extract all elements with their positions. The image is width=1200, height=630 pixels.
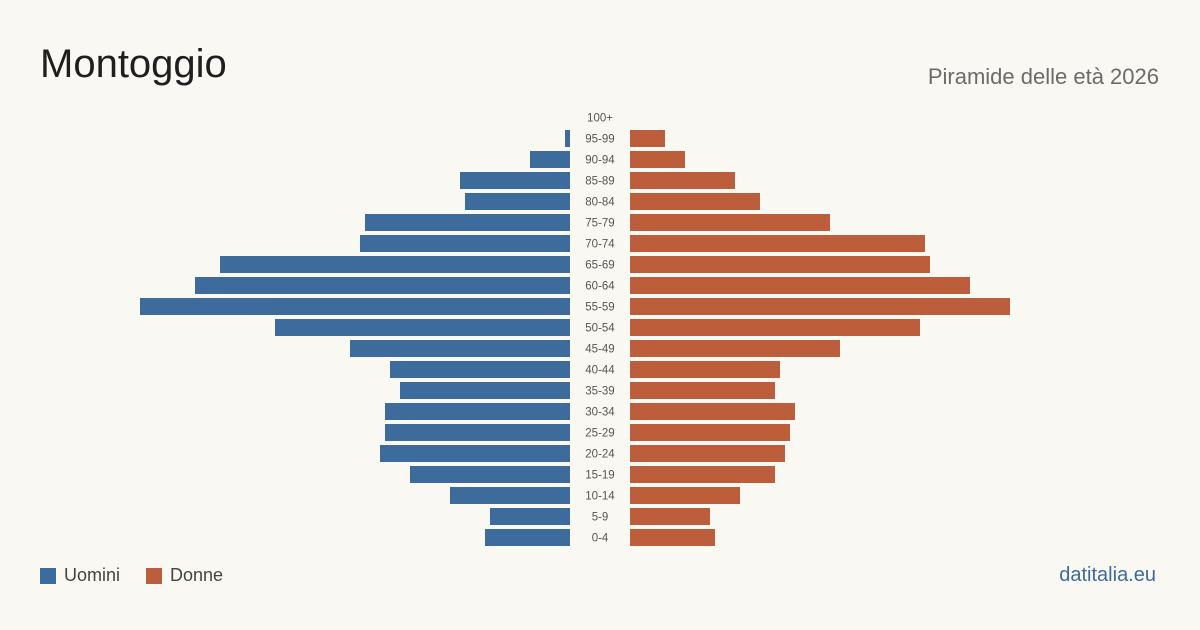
bar-women xyxy=(630,298,1010,315)
age-label: 20-24 xyxy=(585,449,615,461)
bar-men xyxy=(565,130,570,147)
chart-subtitle: Piramide delle età 2026 xyxy=(927,64,1159,89)
bar-women xyxy=(630,466,775,483)
bar-men xyxy=(140,298,570,315)
brand-link[interactable]: datitalia.eu xyxy=(1059,564,1156,586)
bar-men xyxy=(390,361,570,378)
bar-women xyxy=(630,340,840,357)
bar-men xyxy=(350,340,570,357)
age-label: 0-4 xyxy=(592,533,609,545)
bar-women xyxy=(630,445,785,462)
age-label: 65-69 xyxy=(585,260,614,272)
age-label: 80-84 xyxy=(585,197,615,209)
age-label: 45-49 xyxy=(585,344,614,356)
age-label: 10-14 xyxy=(585,491,615,503)
bar-men xyxy=(490,508,570,525)
bar-women xyxy=(630,151,685,168)
age-label: 5-9 xyxy=(592,512,609,524)
bar-men xyxy=(450,487,570,504)
age-label: 85-89 xyxy=(585,176,614,188)
chart-title: Montoggio xyxy=(40,42,227,86)
bar-women xyxy=(630,319,920,336)
bar-men xyxy=(380,445,570,462)
bar-men xyxy=(465,193,570,210)
age-label: 70-74 xyxy=(585,239,615,251)
bar-men xyxy=(410,466,570,483)
age-label: 60-64 xyxy=(585,281,615,293)
legend-swatch-men xyxy=(40,567,56,584)
bar-women xyxy=(630,487,740,504)
bar-women xyxy=(630,172,735,189)
bar-men xyxy=(460,172,570,189)
age-label: 30-34 xyxy=(585,407,615,419)
bar-women xyxy=(630,424,790,441)
bar-men xyxy=(195,277,570,294)
bar-women xyxy=(630,529,715,546)
legend-label-women: Donne xyxy=(170,565,224,585)
bar-men xyxy=(485,529,570,546)
age-label: 15-19 xyxy=(585,470,614,482)
bar-women xyxy=(630,256,930,273)
bar-women xyxy=(630,403,795,420)
bar-women xyxy=(630,508,710,525)
bar-men xyxy=(360,235,570,252)
legend-swatch-women xyxy=(146,567,163,584)
legend: Uomini Donne xyxy=(40,565,249,586)
bar-men xyxy=(530,151,570,168)
legend-label-men: Uomini xyxy=(64,565,121,585)
legend-item-men: Uomini xyxy=(40,565,120,586)
age-label: 50-54 xyxy=(585,323,615,335)
bar-men xyxy=(365,214,570,231)
legend-item-women: Donne xyxy=(146,565,223,586)
bar-women xyxy=(630,382,775,399)
bar-men xyxy=(275,319,570,336)
bar-women xyxy=(630,361,780,378)
bar-women xyxy=(630,130,665,147)
age-label: 95-99 xyxy=(585,134,614,146)
bar-women xyxy=(630,235,925,252)
bar-men xyxy=(385,403,570,420)
age-label: 35-39 xyxy=(585,386,614,398)
age-label: 55-59 xyxy=(585,302,614,314)
bar-women xyxy=(630,193,760,210)
bar-women xyxy=(630,214,830,231)
age-label: 40-44 xyxy=(585,365,615,377)
age-label: 100+ xyxy=(587,113,613,125)
bar-women xyxy=(630,277,970,294)
bar-men xyxy=(385,424,570,441)
age-label: 75-79 xyxy=(585,218,614,230)
age-label: 90-94 xyxy=(585,155,615,167)
bar-men xyxy=(400,382,570,399)
bar-men xyxy=(220,256,570,273)
age-label: 25-29 xyxy=(585,428,614,440)
